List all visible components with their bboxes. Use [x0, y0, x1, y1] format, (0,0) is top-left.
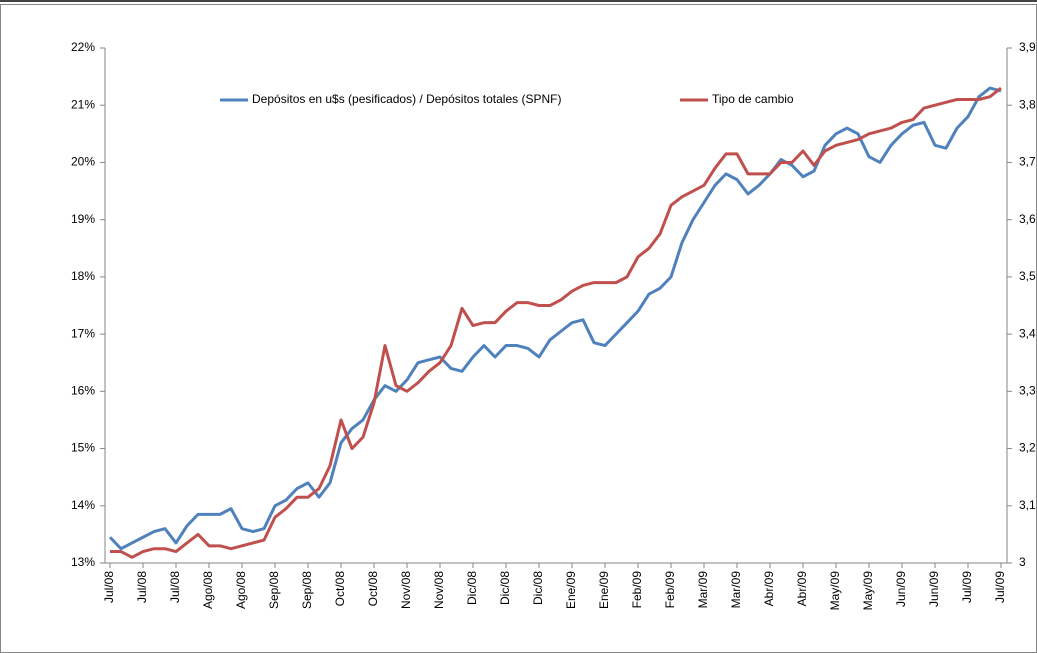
y-tick-label: 19%	[71, 212, 95, 226]
y-tick-label: 15%	[71, 441, 95, 455]
x-tick-label: Nov/08	[432, 571, 446, 609]
series-line	[110, 86, 1002, 559]
x-tick-label: Mar/09	[729, 571, 743, 609]
x-tick-label: Jun/09	[894, 571, 908, 607]
x-tick-label: Jun/09	[927, 571, 941, 607]
y-tick-label: 18%	[71, 269, 95, 283]
x-tick-label: Dic/08	[465, 571, 479, 605]
series-line	[108, 86, 1002, 551]
y2-tick-label: 3,9	[1019, 40, 1036, 54]
y2-tick-label: 3,2	[1019, 441, 1036, 455]
y-tick-label: 13%	[71, 555, 95, 569]
x-tick-label: Oct/08	[366, 571, 380, 607]
x-tick-label: Ene/09	[597, 571, 611, 609]
x-tick-label: Sep/08	[267, 571, 281, 609]
x-tick-label: Jul/08	[102, 571, 116, 603]
x-tick-label: Dic/08	[498, 571, 512, 605]
x-tick-label: Feb/09	[663, 571, 677, 609]
y2-tick-label: 3,5	[1019, 269, 1036, 283]
x-tick-label: Ene/09	[564, 571, 578, 609]
y2-tick-label: 3,8	[1019, 97, 1036, 111]
legend-label: Tipo de cambio	[712, 92, 794, 106]
x-tick-label: Ago/08	[201, 571, 215, 609]
y-tick-label: 21%	[71, 97, 95, 111]
x-tick-label: Nov/08	[399, 571, 413, 609]
y-tick-label: 16%	[71, 384, 95, 398]
x-tick-label: Sep/08	[300, 571, 314, 609]
y2-tick-label: 3,6	[1019, 212, 1036, 226]
x-tick-label: Dic/08	[531, 571, 545, 605]
y2-tick-label: 3,3	[1019, 384, 1036, 398]
legend-label: Depósitos en u$s (pesificados) / Depósit…	[252, 92, 561, 106]
y2-tick-label: 3	[1019, 555, 1026, 569]
x-tick-label: Jul/09	[960, 571, 974, 603]
y-tick-label: 22%	[71, 40, 95, 54]
x-tick-label: Abr/09	[795, 571, 809, 607]
x-tick-label: Jul/09	[993, 571, 1007, 603]
y-tick-label: 20%	[71, 155, 95, 169]
x-tick-label: Oct/08	[333, 571, 347, 607]
y2-tick-label: 3,4	[1019, 326, 1036, 340]
y2-tick-label: 3,7	[1019, 155, 1036, 169]
x-tick-label: May/09	[861, 571, 875, 611]
x-tick-label: Feb/09	[630, 571, 644, 609]
x-tick-label: Mar/09	[696, 571, 710, 609]
x-tick-label: May/09	[828, 571, 842, 611]
x-tick-label: Abr/09	[762, 571, 776, 607]
x-tick-label: Ago/08	[234, 571, 248, 609]
x-tick-label: Jul/08	[135, 571, 149, 603]
y-tick-label: 17%	[71, 326, 95, 340]
y2-tick-label: 3,1	[1019, 498, 1036, 512]
x-tick-label: Jul/08	[168, 571, 182, 603]
y-tick-label: 14%	[71, 498, 95, 512]
